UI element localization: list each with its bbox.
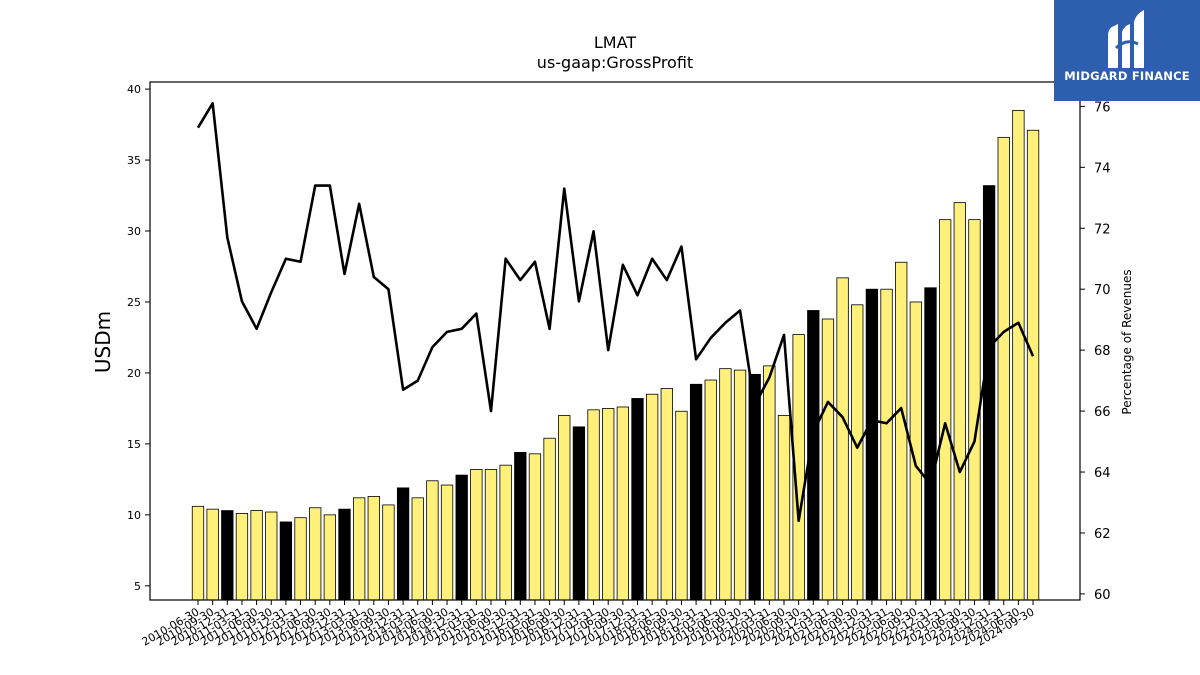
bar (396, 487, 410, 601)
bar (821, 318, 835, 601)
bar (733, 369, 747, 601)
logo-text: MIDGARD FINANCE (1064, 69, 1190, 83)
bar (294, 517, 307, 601)
bar (455, 474, 468, 601)
bar (309, 507, 322, 601)
bar (382, 504, 395, 601)
bar (982, 185, 996, 601)
bar (689, 383, 703, 601)
bar-series (191, 109, 1040, 601)
midgard-finance-logo: MIDGARD FINANCE (1054, 0, 1200, 101)
bar (206, 508, 219, 601)
y-right-tick-label: 72 (1094, 222, 1111, 237)
bar (865, 288, 879, 601)
bar (338, 508, 351, 601)
bar (880, 288, 893, 601)
bar (440, 484, 454, 601)
y-tick-label: 40 (127, 83, 141, 96)
y-axis-left-label: USDm (91, 311, 115, 373)
bar (997, 136, 1010, 601)
bar (543, 437, 556, 601)
bar (514, 452, 527, 601)
y-right-tick-label: 60 (1094, 588, 1111, 603)
bar (499, 464, 512, 601)
bar (484, 469, 498, 601)
bar (250, 510, 263, 601)
y-tick-label: 30 (127, 225, 141, 238)
bar (426, 480, 439, 601)
bar (836, 277, 849, 601)
bar (851, 304, 864, 601)
y-axis-right-label: Percentage of Revenues (1120, 269, 1134, 414)
y-tick-label: 10 (127, 509, 141, 522)
percentage-line-series (196, 102, 1035, 523)
bar (704, 379, 717, 601)
bar (675, 410, 688, 601)
bar (411, 497, 424, 601)
y-right-tick-label: 74 (1094, 161, 1111, 176)
bar (528, 453, 542, 601)
bar (646, 393, 659, 601)
bar (763, 365, 776, 601)
bar (235, 513, 249, 601)
bar (587, 409, 600, 601)
bar (602, 408, 615, 601)
percentage-line (196, 102, 1035, 523)
bar (631, 398, 644, 601)
bar (470, 469, 483, 601)
bar (323, 514, 337, 601)
y-right-tick-label: 62 (1094, 527, 1111, 542)
logo-mark-icon (1108, 10, 1144, 68)
y-right-tick-label: 76 (1094, 100, 1111, 115)
x-axis: 2010-06-302010-09-302010-12-312011-03-31… (140, 600, 1037, 649)
bar (895, 261, 908, 601)
bar (777, 415, 791, 601)
bar (367, 495, 380, 601)
chart-subtitle: us-gaap:GrossProfit (537, 53, 693, 72)
bar (352, 497, 366, 601)
bar (953, 202, 966, 601)
y-tick-label: 15 (127, 438, 141, 451)
y-tick-label: 35 (127, 154, 141, 167)
y-axis-left: 5 10 15 20 25 30 35 40 (127, 83, 150, 593)
plot-frame (149, 81, 1081, 601)
y-tick-label: 5 (134, 580, 141, 593)
y-right-tick-label: 66 (1094, 405, 1111, 420)
bar (660, 388, 673, 601)
bar (572, 426, 586, 601)
chart-title: LMAT (594, 33, 636, 52)
bar (939, 219, 952, 601)
bar (279, 521, 293, 601)
y-tick-label: 25 (127, 296, 141, 309)
bar (1012, 109, 1025, 601)
bar (265, 511, 278, 601)
y-right-tick-label: 68 (1094, 344, 1111, 359)
y-right-tick-label: 70 (1094, 283, 1111, 298)
bar (924, 287, 937, 601)
bar (748, 373, 761, 601)
bar (719, 368, 732, 601)
bar (616, 406, 629, 601)
bar (191, 505, 205, 601)
bar (558, 415, 571, 601)
y-tick-label: 20 (127, 367, 141, 380)
y-axis-right: 60 62 64 66 68 70 72 74 76 (1080, 100, 1111, 603)
y-right-tick-label: 64 (1094, 466, 1111, 481)
bar (1026, 129, 1040, 601)
axes (149, 81, 1081, 601)
bar (221, 510, 234, 601)
